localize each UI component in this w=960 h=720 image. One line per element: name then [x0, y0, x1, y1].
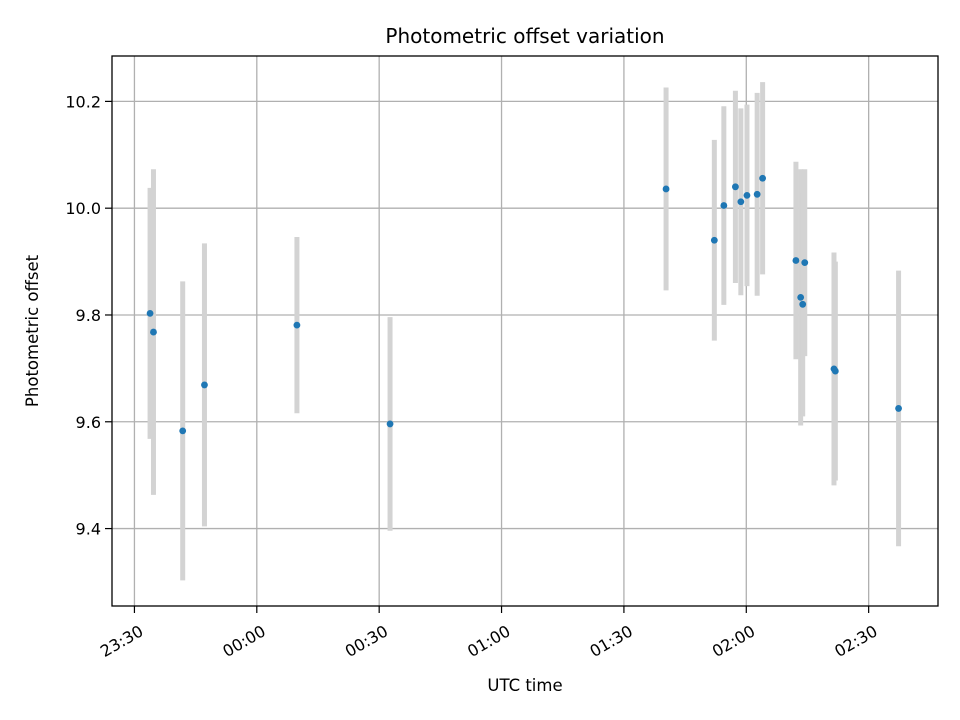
y-tick-label: 9.6 [76, 413, 101, 432]
x-axis-label: UTC time [487, 676, 562, 695]
data-point [797, 293, 805, 301]
y-tick-label: 9.4 [76, 520, 101, 539]
y-tick-label: 9.8 [76, 306, 101, 325]
data-point [895, 405, 902, 412]
plot-frame [111, 55, 939, 607]
y-axis-ticks: 9.4 9.6 9.8 10.0 10.2 [65, 92, 112, 539]
y-tick-label: 10.2 [65, 92, 101, 111]
y-tick-label: 10.0 [65, 199, 101, 218]
data-point [737, 198, 745, 206]
y-axis-label: Photometric offset [23, 254, 42, 407]
data-point [150, 328, 157, 336]
data-point [146, 309, 154, 317]
data-point [743, 191, 751, 199]
data-point [759, 174, 767, 182]
data-point [662, 185, 670, 193]
data-point [710, 236, 718, 244]
data-point [801, 259, 809, 267]
data-point [831, 367, 839, 375]
data-point [201, 381, 208, 389]
data-point [792, 257, 800, 264]
data-point [293, 321, 301, 329]
data-point [799, 300, 807, 308]
data-point [720, 202, 728, 209]
chart-title: Photometric offset variation [385, 24, 664, 48]
data-point [732, 183, 739, 191]
data-point [386, 420, 394, 428]
data-point [179, 427, 187, 435]
data-points [146, 174, 902, 435]
data-point [753, 190, 761, 198]
